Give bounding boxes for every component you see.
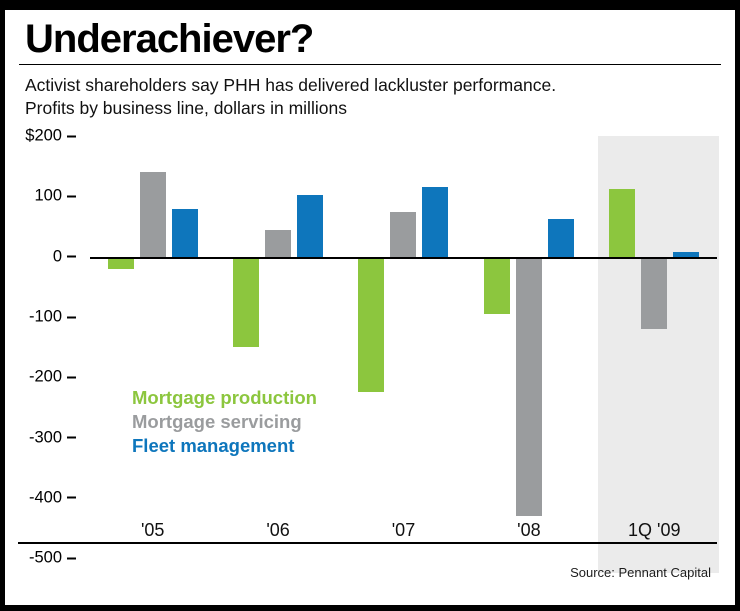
x-axis-label-1q-09: 1Q '09 [628,520,681,541]
legend-item-mortgage-production: Mortgage production [132,387,317,409]
y-axis-tick-label: -400 [28,488,62,507]
bar-fleet-management-1q-09 [673,251,700,257]
bar-fleet-management-08 [547,219,574,257]
x-axis-label-06: '06 [266,520,290,541]
bar-group-07: '07 [341,136,466,558]
page-title: Underachiever? [25,17,314,61]
y-axis-tick-label: -200 [28,367,62,386]
tick-mark [67,376,76,379]
bar-group-1q-09: 1Q '09 [592,136,717,558]
x-axis-line [18,542,717,545]
y-axis-tick-200: $200 [14,127,76,146]
x-axis-label-05: '05 [140,520,165,541]
tick-mark [67,316,76,319]
y-axis-tick-label: -500 [28,548,62,567]
x-axis-label-07: '07 [391,520,416,541]
bar-mortgage-servicing-05 [139,172,166,257]
bar-fleet-management-07 [422,187,449,257]
y-axis-tick-100: 100 [14,187,76,206]
chart-subtitle-line2: Profits by business line, dollars in mil… [25,98,347,119]
y-axis-tick-label: 100 [34,186,62,205]
source-attribution: Source: Pennant Capital [570,565,711,581]
y-axis-tick-0: 0 [14,247,76,266]
bar-group-05: '05 [90,136,215,558]
bar-mortgage-servicing-07 [390,211,417,257]
chart-card: Underachiever? Activist shareholders say… [5,10,735,605]
y-axis-tick-label: $200 [25,126,62,145]
tick-mark [67,496,76,499]
bar-group-08: '08 [466,136,591,558]
tick-mark [67,436,76,439]
bar-fleet-management-06 [297,195,324,257]
bar-mortgage-servicing-06 [265,229,292,257]
title-divider [19,64,721,65]
legend-item-fleet-management: Fleet management [132,434,295,456]
y-axis-tick-label: -300 [28,428,62,447]
y-axis-tick-label: 0 [52,247,62,266]
tick-mark [67,195,76,198]
bar-fleet-management-05 [171,208,198,257]
bar-mortgage-production-06 [233,256,260,348]
legend: Mortgage production Mortgage servicing Fle… [132,386,317,457]
tick-mark [67,135,76,138]
y-axis-tick-300: -300 [14,428,76,447]
zero-axis-line [90,256,717,259]
y-axis-tick-400: -400 [14,488,76,507]
bar-mortgage-production-07 [358,256,385,393]
plot-area: Mortgage production Mortgage servicing Fle… [18,127,719,574]
bar-group-06: '06 [215,136,340,558]
bar-mortgage-servicing-08 [515,256,542,516]
y-axis-tick-100: -100 [14,308,76,327]
y-axis-tick-label: -100 [28,307,62,326]
tick-mark [67,255,76,258]
y-axis-tick-200: -200 [14,368,76,387]
bar-mortgage-production-1q-09 [609,189,636,257]
bar-chart: Mortgage production Mortgage servicing Fle… [5,124,735,586]
bar-mortgage-production-08 [483,256,510,315]
y-axis-tick-500: -500 [14,549,76,568]
tick-mark [67,557,76,560]
chart-subtitle-line1: Activist shareholders say PHH has delive… [25,75,557,95]
bar-mortgage-servicing-1q-09 [641,256,668,330]
bar-mortgage-production-05 [107,256,134,269]
x-axis-label-08: '08 [517,520,541,541]
legend-item-mortgage-servicing: Mortgage servicing [132,410,302,432]
